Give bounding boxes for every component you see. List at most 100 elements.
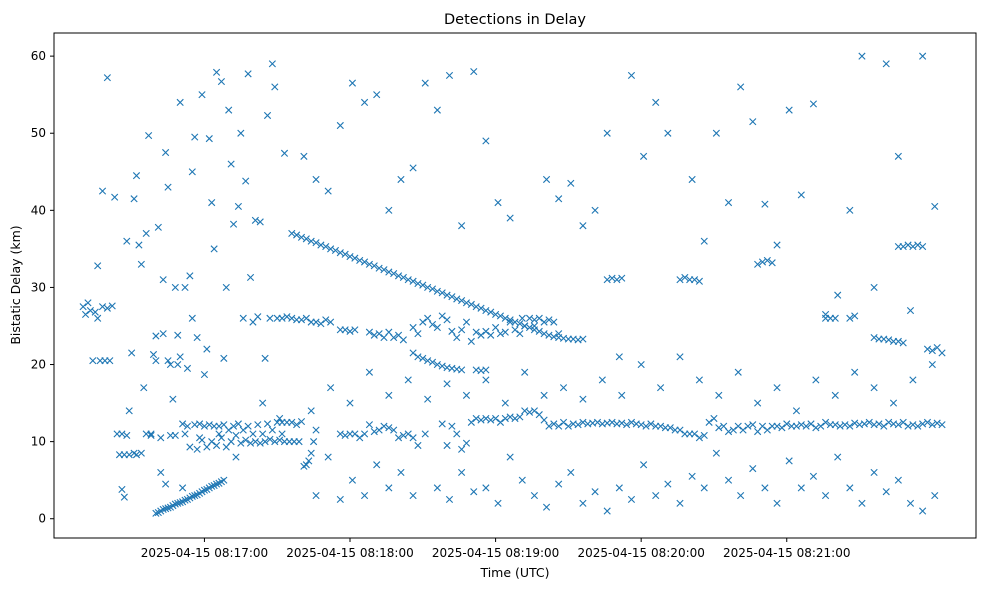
data-point <box>365 421 374 429</box>
data-point <box>846 484 854 492</box>
data-point <box>870 468 878 477</box>
data-point <box>397 468 405 477</box>
data-point <box>749 421 757 429</box>
data-point <box>501 399 509 407</box>
data-point <box>266 314 274 322</box>
data-point <box>356 256 364 265</box>
data-point <box>360 430 369 438</box>
data-point <box>615 484 623 492</box>
data-point <box>171 500 179 508</box>
y-tick-label: 20 <box>31 358 46 372</box>
data-point <box>271 438 279 446</box>
data-point <box>414 279 422 288</box>
data-point <box>181 430 189 438</box>
data-point <box>443 291 451 299</box>
data-point <box>688 175 696 184</box>
data-point <box>928 421 936 429</box>
data-point <box>591 488 599 496</box>
data-point <box>261 438 269 446</box>
data-point <box>729 426 737 434</box>
data-point <box>899 242 907 251</box>
data-point <box>496 330 505 338</box>
data-point <box>208 482 216 490</box>
data-point <box>472 328 480 336</box>
data-point <box>397 175 405 184</box>
data-point <box>132 451 141 459</box>
data-point <box>86 306 94 315</box>
data-point <box>540 318 548 326</box>
data-point <box>758 422 767 430</box>
data-point <box>89 357 97 365</box>
data-point <box>681 273 689 281</box>
data-point <box>152 509 160 517</box>
y-tick-label: 10 <box>31 435 46 449</box>
data-point <box>256 218 264 226</box>
data-point <box>183 422 192 430</box>
data-point <box>914 241 922 249</box>
data-point <box>273 418 281 426</box>
data-point <box>142 430 150 438</box>
data-point <box>433 106 441 114</box>
data-point <box>174 360 182 369</box>
data-point <box>373 91 381 99</box>
data-point <box>360 492 369 500</box>
data-point <box>559 384 568 392</box>
data-point <box>244 422 252 430</box>
data-point <box>899 418 907 426</box>
data-point <box>496 418 505 426</box>
x-tick-label: 2025-04-15 08:21:00 <box>723 546 850 560</box>
data-point <box>715 424 723 432</box>
data-point <box>603 507 611 515</box>
data-point <box>482 366 490 374</box>
data-point <box>159 505 167 514</box>
data-point <box>637 421 645 429</box>
data-point <box>482 306 490 315</box>
data-point <box>467 300 475 308</box>
data-point <box>424 395 432 403</box>
data-point <box>470 67 478 76</box>
data-point <box>487 331 495 339</box>
data-point <box>125 451 133 459</box>
plot-frame <box>53 32 977 539</box>
data-point <box>297 316 306 324</box>
data-point <box>239 314 247 322</box>
data-point <box>785 106 793 114</box>
data-point <box>205 421 213 429</box>
data-point <box>433 287 441 295</box>
data-point <box>458 445 466 453</box>
data-point <box>492 310 500 319</box>
data-point <box>312 318 320 326</box>
data-point <box>380 422 388 430</box>
data-point <box>462 391 471 399</box>
data-point <box>125 407 133 415</box>
x-axis-label: Time (UTC) <box>479 565 549 580</box>
data-point <box>705 418 713 426</box>
data-point <box>348 79 357 87</box>
data-point <box>118 485 126 494</box>
data-point <box>768 259 776 267</box>
data-point <box>690 430 699 438</box>
data-point <box>307 407 315 415</box>
data-point <box>715 391 723 399</box>
data-point <box>773 384 781 392</box>
data-point <box>346 252 354 261</box>
y-axis-label: Bistatic Delay (km) <box>8 225 23 344</box>
data-point <box>518 476 526 484</box>
data-point <box>179 420 187 428</box>
data-point <box>179 484 187 492</box>
data-point <box>208 199 216 207</box>
data-point <box>399 336 407 344</box>
data-point <box>851 368 859 376</box>
data-point <box>157 468 165 477</box>
data-point <box>188 314 196 322</box>
x-tick-label: 2025-04-15 08:20:00 <box>577 546 704 560</box>
data-point <box>443 441 451 450</box>
data-point <box>394 272 403 280</box>
data-point <box>831 391 839 399</box>
data-point <box>734 368 742 376</box>
data-point <box>894 421 902 429</box>
data-point <box>467 337 475 345</box>
data-point <box>860 420 868 428</box>
data-point <box>933 419 941 427</box>
